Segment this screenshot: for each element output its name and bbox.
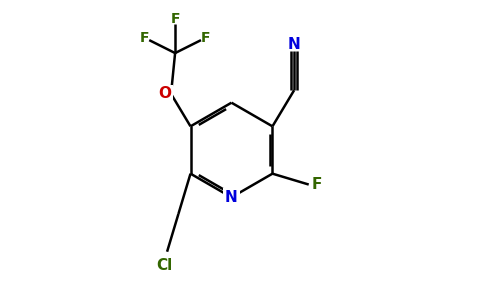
Text: Cl: Cl: [156, 258, 173, 273]
Text: F: F: [312, 177, 322, 192]
Text: O: O: [158, 86, 171, 101]
Text: N: N: [225, 190, 238, 205]
Text: F: F: [140, 31, 149, 45]
Text: F: F: [201, 31, 211, 45]
Text: N: N: [287, 37, 301, 52]
Text: F: F: [170, 12, 180, 26]
